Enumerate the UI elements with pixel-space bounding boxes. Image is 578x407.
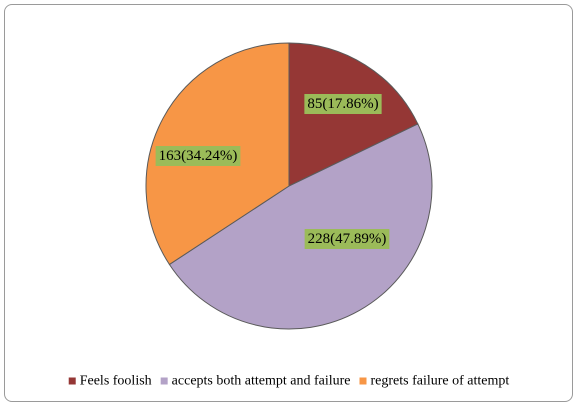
legend-marker-accepts-both-attempt-and-failure — [160, 377, 168, 385]
data-label-background — [304, 229, 390, 249]
pie-slice-accepts-both-attempt-and-failure — [168, 123, 433, 330]
legend-label: accepts both attempt and failure — [172, 374, 351, 389]
data-label: 163(34.24%) — [159, 148, 238, 164]
legend-label: Feels foolish — [80, 374, 152, 389]
pie-slice-feels-foolish — [288, 42, 419, 187]
data-label: 228(47.89%) — [308, 231, 387, 247]
data-labels: 85(17.86%) 228(47.89%) 163(34.24%) — [155, 94, 390, 249]
data-label-background — [304, 94, 382, 114]
legend-marker-feels-foolish — [68, 377, 76, 385]
data-label-background — [155, 146, 241, 166]
legend-marker-regrets-failure-of-attempt — [359, 377, 367, 385]
pie-slices — [145, 42, 433, 330]
legend-label: regrets failure of attempt — [371, 374, 510, 389]
legend: Feels foolish accepts both attempt and fa… — [68, 374, 510, 389]
data-label: 85(17.86%) — [307, 96, 378, 112]
